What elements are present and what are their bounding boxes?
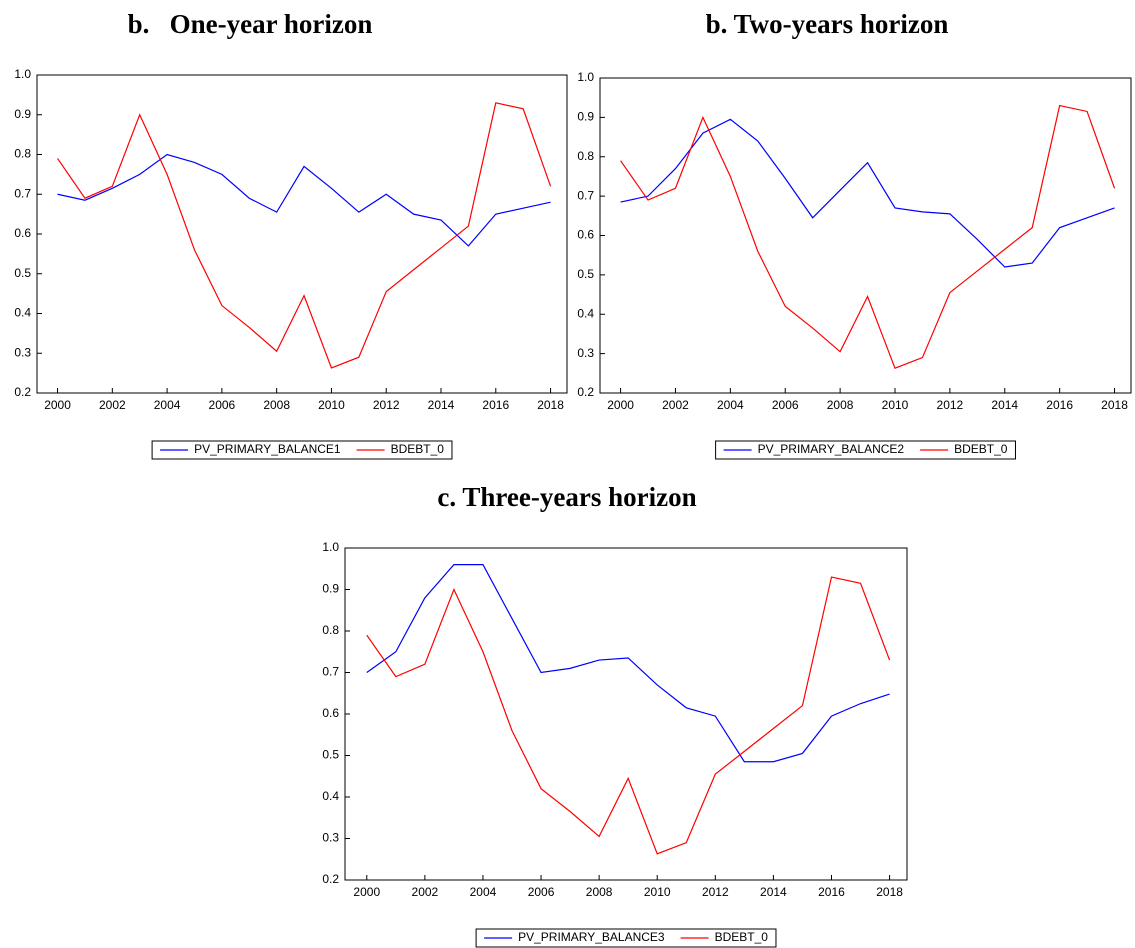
y-tick-label: 0.5 [14,266,31,280]
x-tick-label: 2006 [772,398,799,412]
x-tick-label: 2018 [537,398,564,412]
y-tick-label: 0.2 [577,385,594,399]
x-tick-label: 2012 [937,398,964,412]
x-tick-label: 2002 [99,398,126,412]
legend-label: PV_PRIMARY_BALANCE2 [758,442,905,456]
y-tick-label: 0.5 [322,748,339,762]
y-tick-label: 1.0 [14,67,31,81]
y-tick-label: 1.0 [322,540,339,554]
y-tick-label: 0.6 [577,228,594,242]
x-tick-label: 2014 [991,398,1018,412]
plot-frame [344,547,908,881]
y-tick-label: 1.0 [577,70,594,84]
legend-label: BDEBT_0 [954,442,1008,456]
y-tick-label: 0.3 [577,346,594,360]
legend-box [715,440,1016,460]
legend-label: PV_PRIMARY_BALANCE3 [518,930,665,944]
y-tick-label: 0.3 [14,345,31,359]
series-line [57,102,552,369]
x-tick-label: 2000 [353,885,380,899]
x-tick-label: 2010 [882,398,909,412]
x-tick-label: 2008 [827,398,854,412]
x-tick-label: 2016 [482,398,509,412]
x-tick-label: 2010 [318,398,345,412]
x-tick-label: 2006 [528,885,555,899]
y-tick-label: 0.6 [14,226,31,240]
x-tick-label: 2008 [586,885,613,899]
y-tick-label: 0.3 [322,831,339,845]
series-line [366,563,890,763]
x-tick-label: 2016 [818,885,845,899]
y-tick-label: 0.9 [577,110,594,124]
y-tick-label: 0.9 [322,582,339,596]
series-line [620,118,1115,268]
y-tick-label: 0.5 [577,267,594,281]
x-tick-label: 2004 [154,398,181,412]
legend: PV_PRIMARY_BALANCE3 BDEBT_0 [475,928,777,948]
x-tick-label: 2004 [470,885,497,899]
x-tick-label: 2014 [428,398,455,412]
plot-frame [599,77,1132,394]
x-tick-label: 2018 [876,885,903,899]
y-tick-label: 0.6 [322,706,339,720]
y-tick-label: 0.8 [577,149,594,163]
x-tick-label: 2002 [662,398,689,412]
series-line [57,153,551,247]
x-tick-label: 2016 [1046,398,1073,412]
x-tick-label: 2010 [644,885,671,899]
x-tick-label: 2006 [209,398,236,412]
y-tick-label: 0.7 [577,188,594,202]
y-tick-label: 0.7 [14,186,31,200]
chart-title: c. Three-years horizon [437,482,696,512]
legend: PV_PRIMARY_BALANCE2 BDEBT_0 [715,440,1016,460]
x-tick-label: 2014 [760,885,787,899]
y-tick-label: 0.8 [322,623,339,637]
legend-box [151,440,453,460]
plot-frame [36,74,568,394]
y-tick-label: 0.4 [577,306,594,320]
legend-label: BDEBT_0 [715,930,769,944]
legend-label: BDEBT_0 [391,442,445,456]
y-tick-label: 0.2 [322,872,339,886]
x-tick-label: 2012 [373,398,400,412]
x-tick-label: 2018 [1101,398,1128,412]
legend: PV_PRIMARY_BALANCE1 BDEBT_0 [151,440,453,460]
x-tick-label: 2002 [412,885,439,899]
x-tick-label: 2004 [717,398,744,412]
legend-box [475,928,777,948]
x-tick-label: 2000 [44,398,71,412]
y-tick-label: 0.7 [322,665,339,679]
y-tick-label: 0.2 [14,385,31,399]
legend-label: PV_PRIMARY_BALANCE1 [194,442,341,456]
chart-title: b. Two-years horizon [706,9,949,39]
x-tick-label: 2008 [263,398,290,412]
y-tick-label: 0.8 [14,147,31,161]
series-line [366,576,891,855]
y-tick-label: 0.4 [14,306,31,320]
x-tick-label: 2000 [607,398,634,412]
series-line [620,104,1116,369]
y-tick-label: 0.9 [14,107,31,121]
x-tick-label: 2012 [702,885,729,899]
y-tick-label: 0.4 [322,789,339,803]
chart-title: b. One-year horizon [128,9,373,39]
